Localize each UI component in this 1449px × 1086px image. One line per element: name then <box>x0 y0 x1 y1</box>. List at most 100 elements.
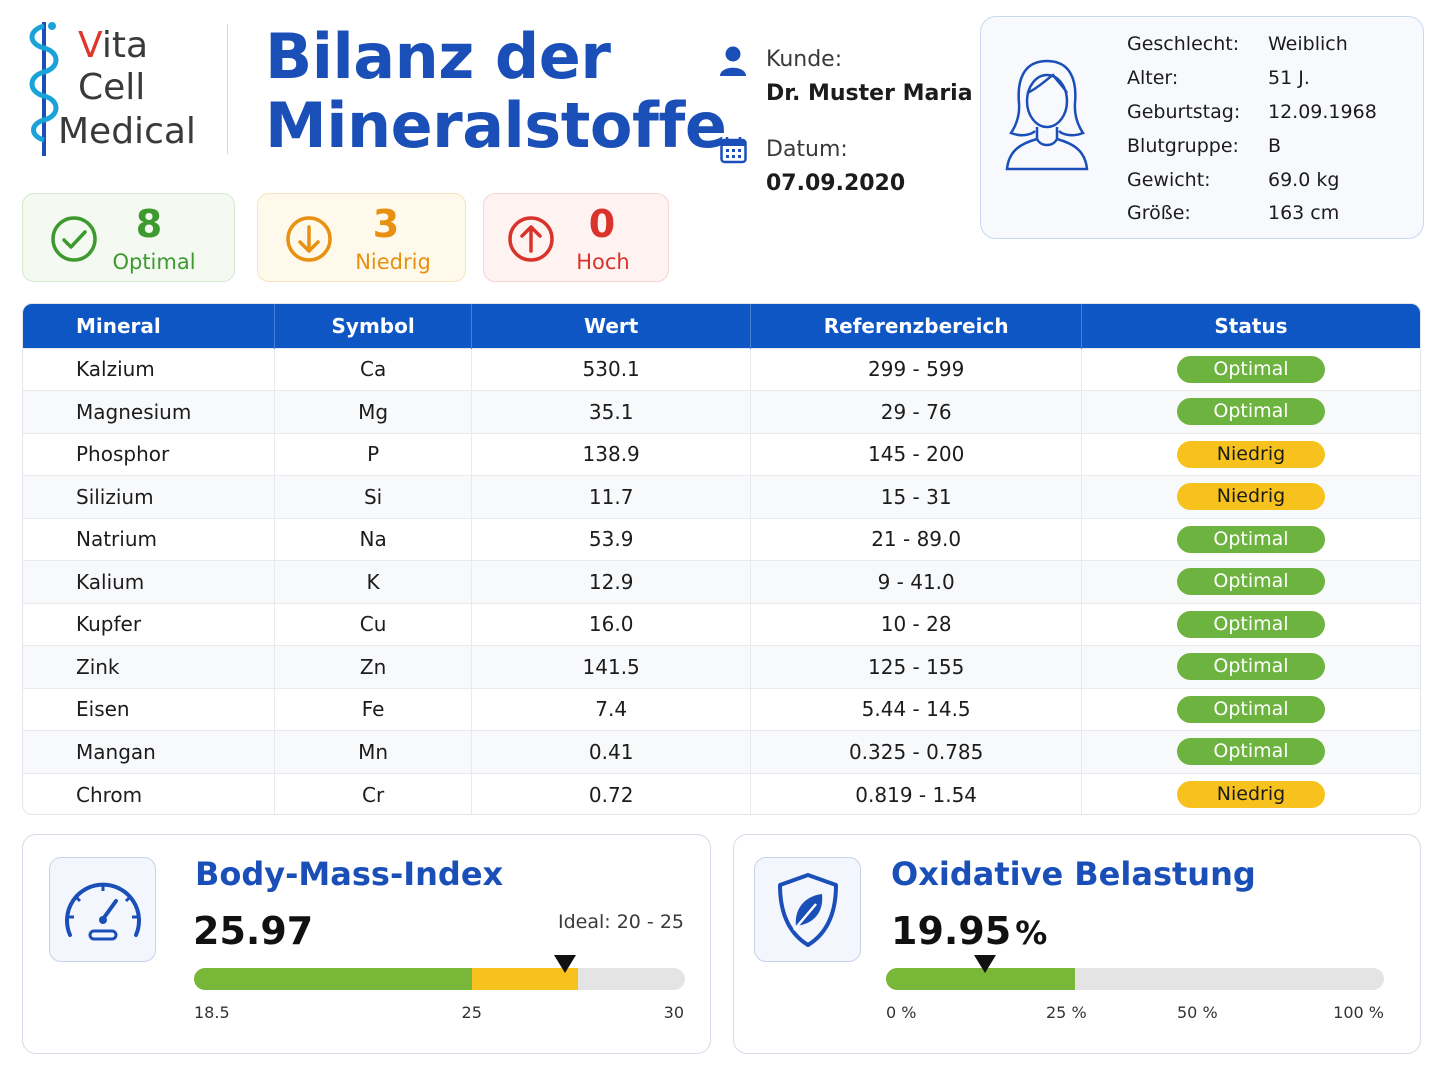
client-label: Kunde: <box>766 47 843 72</box>
cell-range: 9 - 41.0 <box>750 560 1082 603</box>
table-row: Phosphor P 138.9 145 - 200 Niedrig <box>23 432 1420 476</box>
header-referenzbereich: Referenzbereich <box>750 304 1082 348</box>
cell-value: 0.72 <box>471 772 752 814</box>
patient-profile-card: Geschlecht: Weiblich Alter: 51 J. Geburtst… <box>980 16 1424 239</box>
caduceus-icon <box>29 22 59 156</box>
cell-status: Niedrig <box>1081 475 1420 518</box>
cell-value: 7.4 <box>471 687 752 731</box>
cell-range: 125 - 155 <box>750 645 1082 688</box>
page-title-line-2: Mineralstoffe <box>265 89 727 162</box>
brand-logo: Vita Cell Medical <box>22 18 212 160</box>
cell-mineral: Phosphor <box>23 432 276 476</box>
oxidative-marker <box>974 955 997 973</box>
cell-range: 299 - 599 <box>750 347 1082 391</box>
cell-status: Optimal <box>1081 390 1420 433</box>
summary-hoch-label: Hoch <box>576 250 630 274</box>
profile-row-age: Alter: 51 J. <box>1127 67 1310 89</box>
cell-range: 29 - 76 <box>750 390 1082 433</box>
cell-status: Optimal <box>1081 517 1420 561</box>
cell-mineral: Mangan <box>23 730 276 773</box>
status-badge: Optimal <box>1176 738 1325 766</box>
cell-symbol: Mg <box>274 390 472 433</box>
bmi-scale-track <box>194 968 685 990</box>
cell-symbol: Mn <box>274 730 472 773</box>
oxidative-icon-box <box>754 857 861 962</box>
cell-symbol: Ca <box>274 347 472 391</box>
cell-status: Optimal <box>1081 687 1420 731</box>
minerals-table: Mineral Symbol Wert Referenzbereich Stat… <box>22 303 1421 815</box>
cell-value: 138.9 <box>471 432 752 476</box>
oxidative-title: Oxidative Belastung <box>891 855 1256 893</box>
table-row: Zink Zn 141.5 125 - 155 Optimal <box>23 645 1420 688</box>
logo-divider <box>227 24 228 154</box>
date-label: Datum: <box>766 137 848 162</box>
cell-mineral: Silizium <box>23 475 276 518</box>
female-avatar-icon <box>1005 59 1089 171</box>
calendar-icon <box>720 137 747 164</box>
status-badge: Niedrig <box>1176 781 1325 808</box>
header-wert: Wert <box>471 304 752 348</box>
bmi-marker <box>554 955 577 973</box>
cell-status: Niedrig <box>1081 772 1420 814</box>
header-status: Status <box>1081 304 1420 348</box>
table-row: Kupfer Cu 16.0 10 - 28 Optimal <box>23 602 1420 646</box>
summary-hoch-count: 0 <box>588 202 616 246</box>
brand-line-3: Medical <box>58 111 196 152</box>
cell-value: 12.9 <box>471 560 752 603</box>
cell-symbol: Cu <box>274 602 472 646</box>
cell-mineral: Natrium <box>23 517 276 561</box>
date-value: 07.09.2020 <box>766 171 906 196</box>
cell-value: 530.1 <box>471 347 752 391</box>
cell-status: Optimal <box>1081 602 1420 646</box>
header-mineral: Mineral <box>23 304 276 348</box>
cell-value: 11.7 <box>471 475 752 518</box>
summary-optimal-count: 8 <box>135 202 163 246</box>
oxidative-tick-25: 25 % <box>1046 1003 1087 1022</box>
summary-optimal-label: Optimal <box>112 250 196 274</box>
cell-symbol: K <box>274 560 472 603</box>
table-row: Natrium Na 53.9 21 - 89.0 Optimal <box>23 517 1420 561</box>
cell-status: Optimal <box>1081 730 1420 773</box>
oxidative-value: 19.95 <box>891 909 1012 953</box>
cell-mineral: Zink <box>23 645 276 688</box>
table-row: Magnesium Mg 35.1 29 - 76 Optimal <box>23 390 1420 433</box>
cell-value: 141.5 <box>471 645 752 688</box>
table-row: Kalzium Ca 530.1 299 - 599 Optimal <box>23 347 1420 391</box>
bmi-tick-max: 30 <box>663 1003 684 1022</box>
summary-niedrig-count: 3 <box>372 202 400 246</box>
cell-range: 21 - 89.0 <box>750 517 1082 561</box>
cell-status: Optimal <box>1081 645 1420 688</box>
oxidative-tick-100: 100 % <box>1333 1003 1384 1022</box>
summary-hoch: 0 Hoch <box>483 193 669 282</box>
profile-row-birthday: Geburtstag: 12.09.1968 <box>1127 101 1377 123</box>
cell-mineral: Eisen <box>23 687 276 731</box>
bmi-segment-green <box>194 968 472 990</box>
bmi-value: 25.97 <box>193 909 314 953</box>
cell-range: 0.819 - 1.54 <box>750 772 1082 814</box>
status-badge: Optimal <box>1176 695 1325 723</box>
shield-leaf-icon <box>777 872 838 947</box>
brand-line-1: Vita <box>78 25 149 66</box>
table-row: Mangan Mn 0.41 0.325 - 0.785 Optimal <box>23 730 1420 773</box>
cell-range: 15 - 31 <box>750 475 1082 518</box>
cell-mineral: Chrom <box>23 772 276 814</box>
summary-optimal: 8 Optimal <box>22 193 235 282</box>
summary-niedrig-label: Niedrig <box>355 250 431 274</box>
oxidative-fill <box>886 968 1075 990</box>
table-header-row: Mineral Symbol Wert Referenzbereich Stat… <box>23 304 1420 348</box>
table-row: Kalium K 12.9 9 - 41.0 Optimal <box>23 560 1420 603</box>
profile-row-gender: Geschlecht: Weiblich <box>1127 33 1348 55</box>
cell-symbol: Si <box>274 475 472 518</box>
check-circle-icon <box>51 216 97 262</box>
cell-range: 10 - 28 <box>750 602 1082 646</box>
brand-line-2: Cell <box>78 67 146 108</box>
bmi-card: Body-Mass-Index 25.97 Ideal: 20 - 25 18.… <box>22 834 711 1054</box>
bmi-tick-mid: 25 <box>461 1003 482 1022</box>
table-row: Chrom Cr 0.72 0.819 - 1.54 Niedrig <box>23 772 1420 814</box>
profile-row-bloodtype: Blutgruppe: B <box>1127 135 1282 157</box>
page-title: Bilanz der Mineralstoffe <box>265 22 727 162</box>
bmi-title: Body-Mass-Index <box>195 855 504 893</box>
cell-mineral: Kalium <box>23 560 276 603</box>
status-badge: Optimal <box>1176 610 1325 638</box>
arrow-up-circle-icon <box>508 216 554 262</box>
